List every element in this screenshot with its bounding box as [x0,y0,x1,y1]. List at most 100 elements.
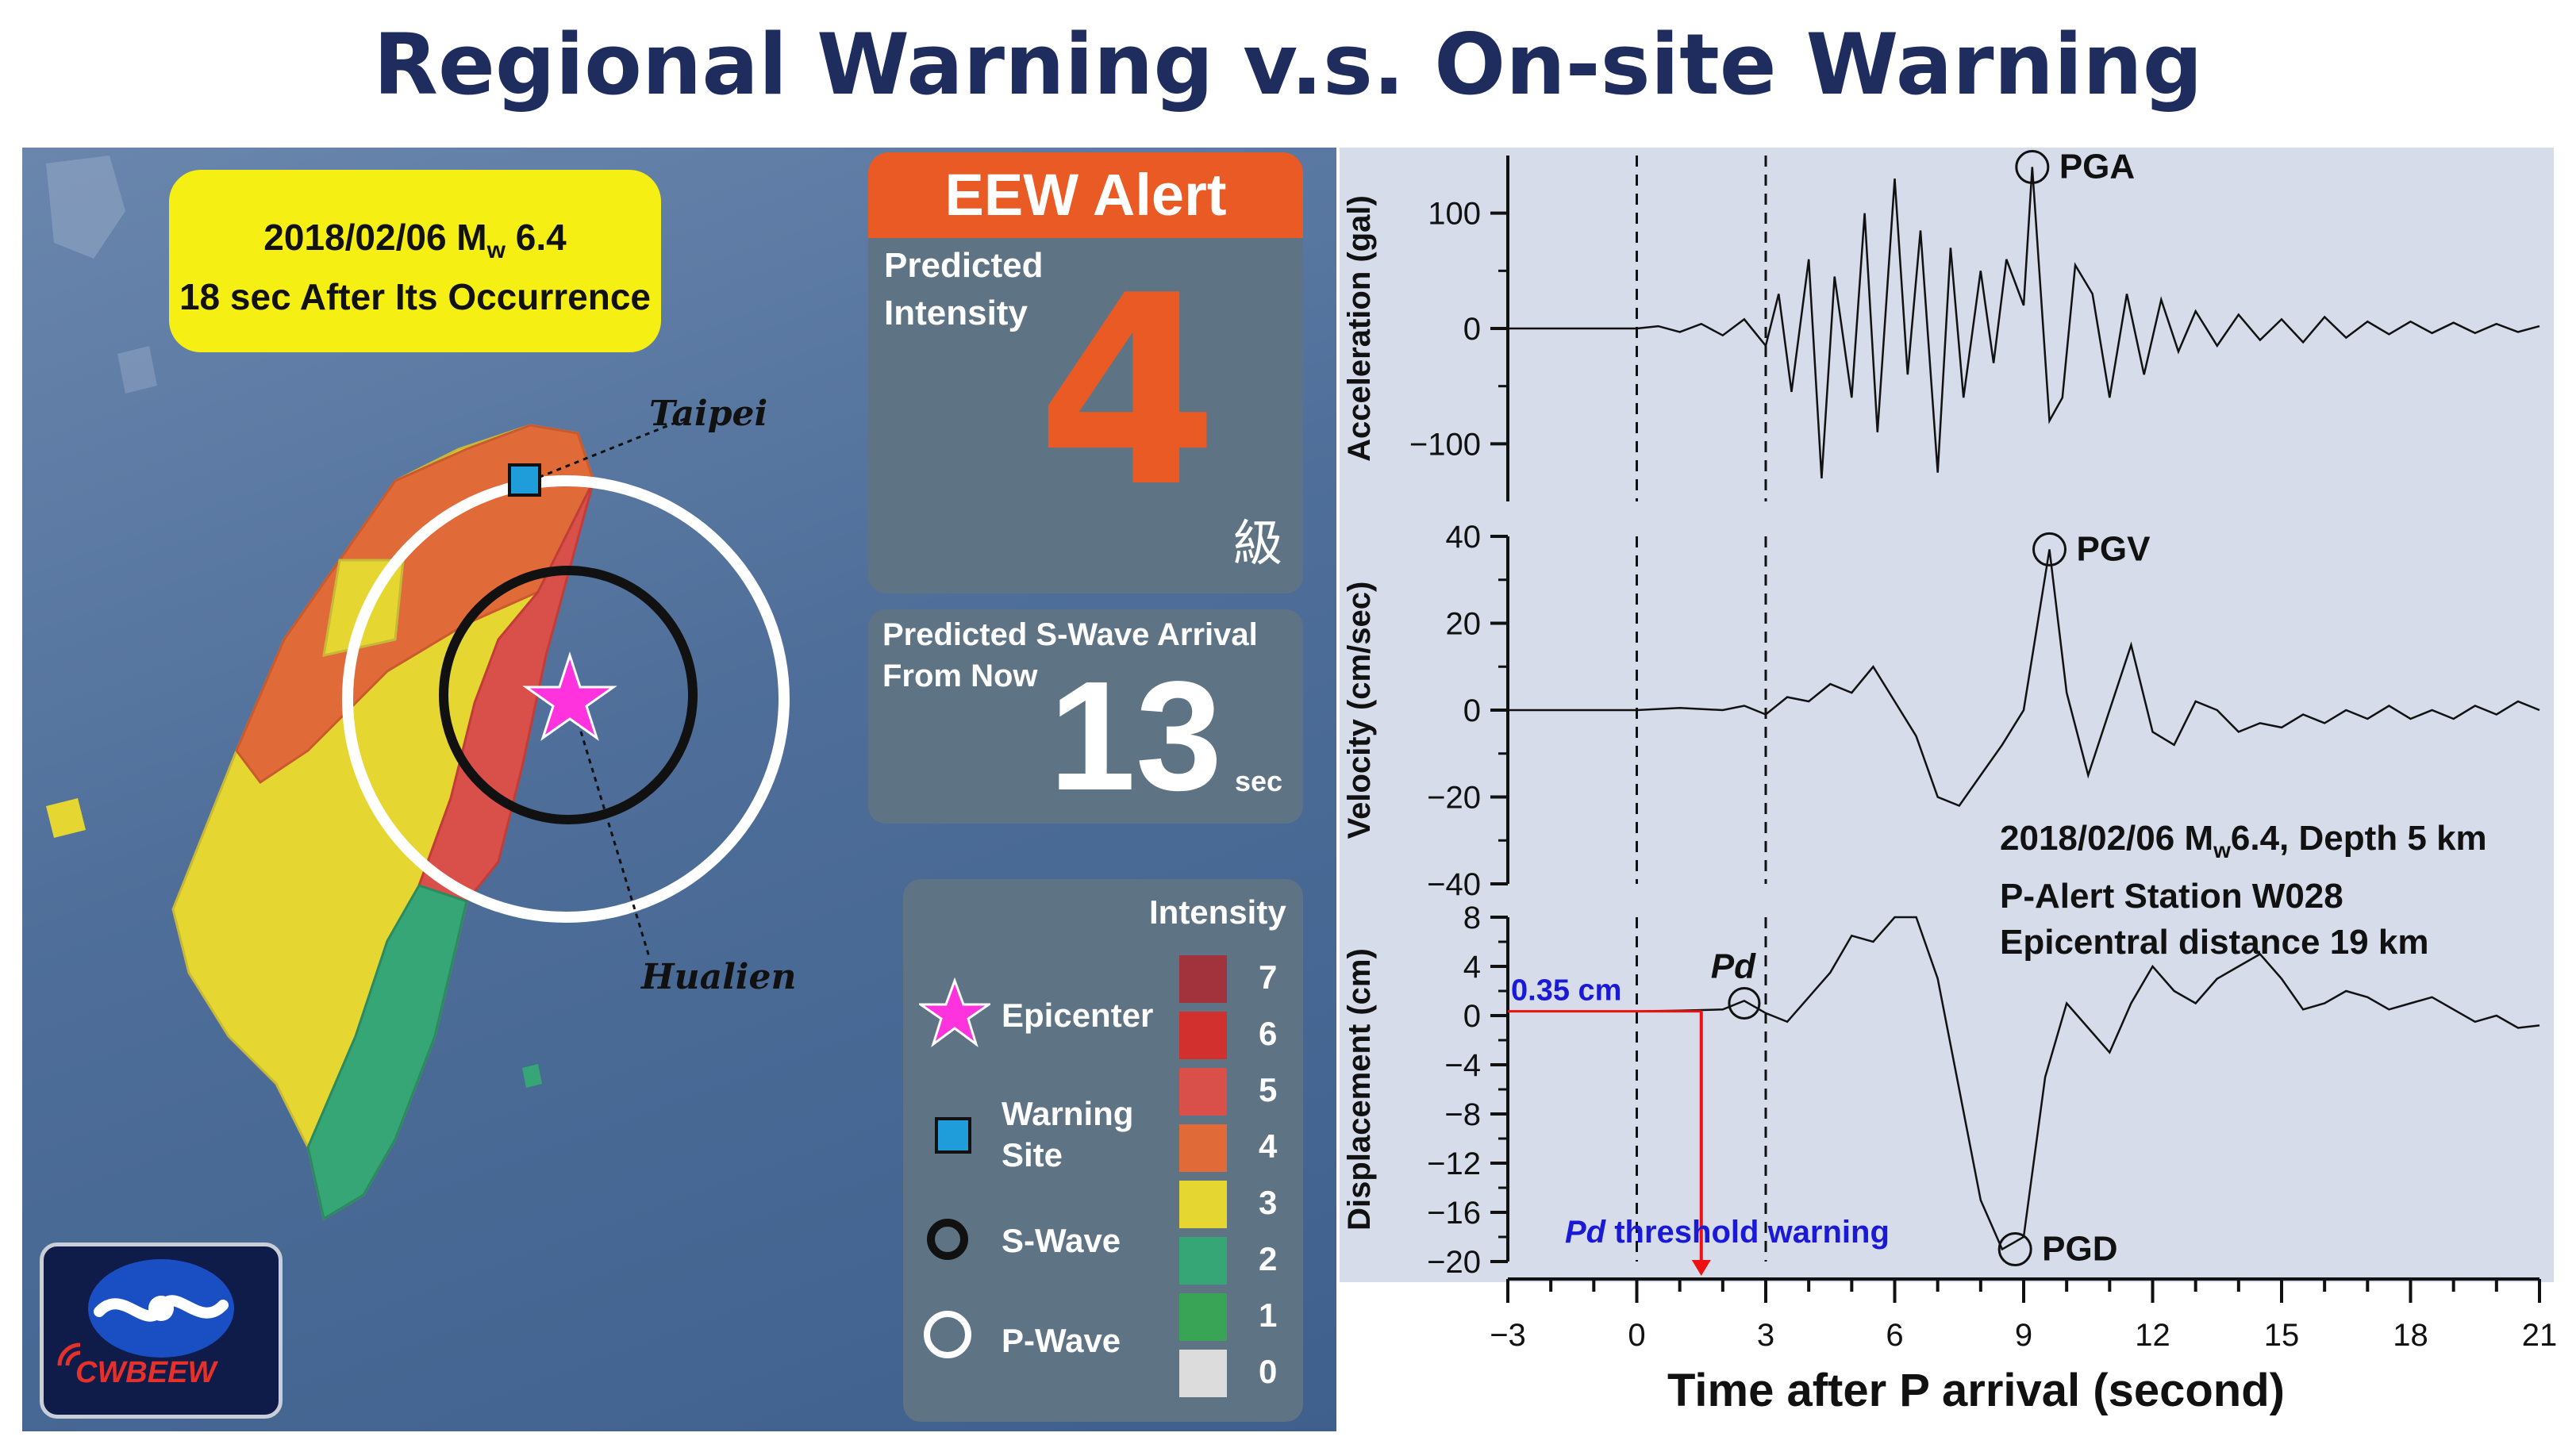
x-tick-label: 15 [2264,1318,2300,1353]
x-tick-label: 21 [2522,1318,2558,1353]
pd-arrow-head-icon [1691,1260,1711,1276]
intensity-swatch [1179,1012,1227,1059]
y-tick-label: 0 [1463,312,1481,347]
peak-marker [2015,150,2050,185]
x-axis-label: Time after P arrival (second) [1667,1365,2285,1416]
s-wave-countdown-value: 13 [1049,649,1223,823]
legend-warning-site-icon [935,1117,971,1154]
logo-text: CWBEEW [75,1356,217,1389]
station-info-station: P-Alert Station W028 [2000,876,2343,916]
s-wave-arrival-panel: Predicted S-Wave Arrival From Now 13 sec [868,609,1303,824]
waveform-line [1508,167,2540,478]
pd-threshold-label-text: threshold warning [1614,1215,1890,1250]
x-tick-label: −3 [1490,1318,1526,1353]
intensity-level-row: 3 [1179,1179,1290,1230]
plot-background [1340,148,2554,1282]
peak-label: PGA [2059,148,2135,186]
predicted-intensity-label-2: Intensity [884,294,1028,332]
intensity-swatch [1179,1350,1227,1397]
event-info-box: 2018/02/06 Mw 6.4 18 sec After Its Occur… [169,170,661,352]
peak-label: PGD [2042,1230,2117,1269]
s-wave-unit: sec [1235,765,1283,797]
y-tick-label: −4 [1444,1048,1481,1083]
y-tick-label: −8 [1444,1097,1481,1132]
peak-label: PGV [2077,529,2151,568]
y-tick-label: −16 [1427,1196,1481,1231]
legend-warning-site-label-1: Warning [1002,1095,1134,1132]
taiwan-map [46,156,790,1221]
predicted-intensity-panel: Predicted Intensity 4 級 [868,235,1303,593]
epicenter-star [522,651,617,741]
y-axis-label: Acceleration (gal) [1342,195,1377,462]
pd-threshold-label: Pd threshold warning [1565,1215,1890,1250]
legend-intensity-title: Intensity [1149,893,1286,931]
intensity-level-label: 6 [1259,1015,1278,1052]
event-elapsed-time: 18 sec After Its Occurrence [179,276,652,318]
s-wave-label-1: Predicted S-Wave Arrival [882,617,1258,652]
intensity-level-row: 7 [1179,954,1290,1004]
y-tick-label: −20 [1427,1245,1481,1280]
waveform-line [1508,549,2540,808]
hualien-leader-line [568,694,651,958]
y-tick-label: 20 [1446,607,1482,642]
intensity-level-label: 1 [1259,1296,1278,1334]
x-tick-label: 12 [2135,1318,2170,1353]
intensity-level-row: 5 [1179,1066,1290,1117]
intensity-unit: 級 [1233,517,1283,571]
x-tick-label: 6 [1886,1318,1903,1353]
intensity-level-label: 5 [1259,1071,1278,1108]
p-wave-circle [342,475,790,923]
peak-marker [1997,1232,2032,1266]
intensity-swatch [1179,1124,1227,1172]
station-info-distance: Epicentral distance 19 km [2000,922,2429,962]
intensity-swatch [1179,1293,1227,1341]
island-shape [117,346,157,394]
city-label-taipei: Taipei [649,394,768,434]
y-tick-label: 4 [1463,950,1481,985]
intensity-swatch [1179,1237,1227,1285]
intensity-level-label: 4 [1259,1127,1278,1165]
y-tick-label: 40 [1446,520,1482,555]
station-info-block: 2018/02/06 Mw6.4, Depth 5 km P-Alert Sta… [2000,816,2487,966]
x-tick-label: 9 [2015,1318,2032,1353]
intensity-level-row: 0 [1179,1348,1290,1399]
intensity-2-region [306,884,468,1221]
pd-threshold-label-italic: Pd [1565,1215,1614,1250]
x-tick-label: 3 [1757,1318,1774,1353]
y-tick-label: −20 [1427,781,1481,816]
intensity-level-row: 4 [1179,1123,1290,1173]
page-title: Regional Warning v.s. On-site Warning [373,16,2203,113]
waveform-line [1508,916,2540,1251]
intensity-level-label: 2 [1259,1240,1278,1277]
city-label-hualien: Hualien [641,957,797,997]
island-shape [522,1064,542,1088]
x-tick-label: 18 [2393,1318,2428,1353]
y-tick-label: −12 [1427,1146,1481,1181]
intensity-level-row: 1 [1179,1292,1290,1342]
intensity-swatch [1179,1068,1227,1116]
station-info-event: 2018/02/06 Mw6.4, Depth 5 km [2000,819,2487,862]
intensity-level-row: 2 [1179,1235,1290,1286]
legend-s-wave-icon [927,1219,968,1260]
predicted-intensity-value: 4 [1036,240,1219,544]
warning-site-marker [508,463,541,497]
pd-marker [1728,987,1761,1020]
event-date-magnitude: 2018/02/06 Mw 6.4 [263,217,567,264]
eew-alert-header: EEW Alert [868,152,1303,238]
legend-epicenter-star-icon [919,977,990,1047]
predicted-intensity-label-1: Predicted [884,246,1044,285]
s-wave-label-2: From Now [882,659,1038,693]
intensity-level-label: 0 [1259,1353,1278,1390]
y-tick-label: 100 [1428,197,1481,232]
legend-s-wave-label: S-Wave [1002,1222,1121,1259]
legend-panel: Intensity Epicenter Warning Site S-Wave … [903,879,1303,1422]
legend-p-wave-icon [924,1311,971,1358]
y-tick-label: 0 [1463,999,1481,1034]
y-tick-label: −40 [1427,867,1481,902]
intensity-swatch [1179,1181,1227,1228]
y-axis-label: Displacement (cm) [1342,948,1377,1231]
legend-p-wave-label: P-Wave [1002,1322,1121,1359]
y-tick-label: 0 [1463,693,1481,728]
y-axis-label: Velocity (cm/sec) [1342,582,1377,839]
